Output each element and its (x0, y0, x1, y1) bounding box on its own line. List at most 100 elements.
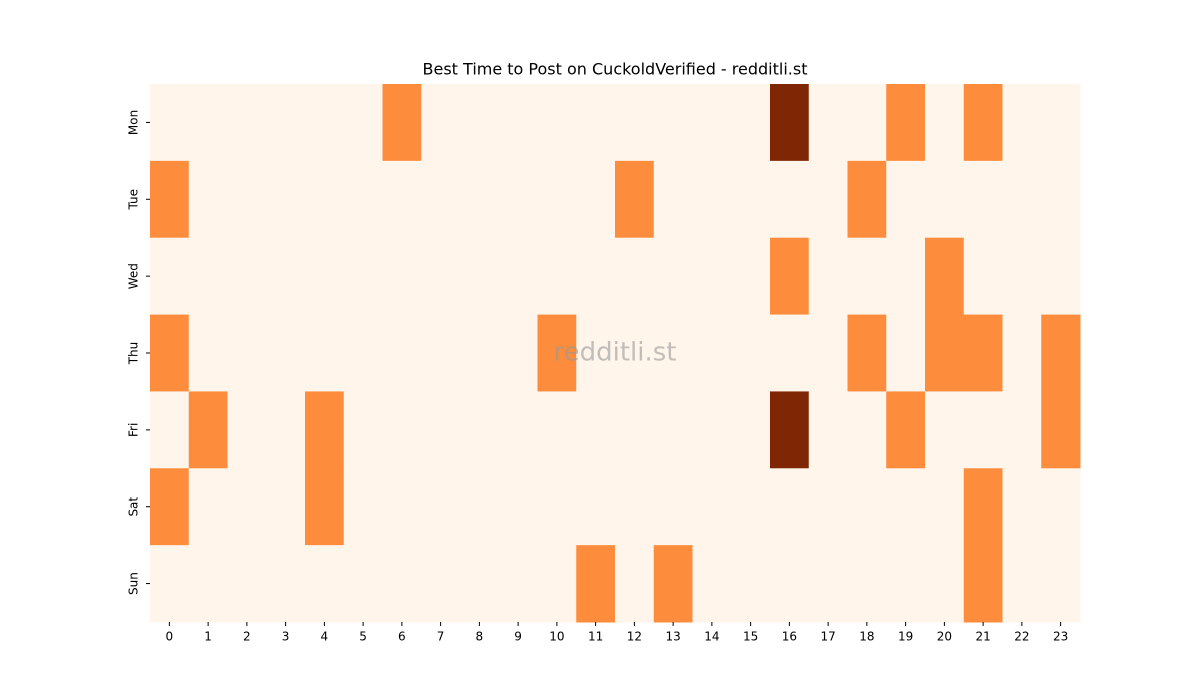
heat-cell (847, 314, 887, 392)
heat-cell (188, 545, 228, 623)
heat-cell (653, 237, 693, 316)
heat-cell (266, 237, 306, 316)
heat-cell (653, 314, 693, 392)
y-tick-label: Sun (127, 572, 141, 595)
x-tick-label: 15 (743, 630, 758, 644)
heat-cell (731, 545, 771, 623)
x-tick-label: 13 (665, 630, 680, 644)
heat-cell (925, 468, 965, 546)
heat-cell (615, 237, 655, 316)
heat-cell (1041, 391, 1081, 469)
heat-cell (1041, 314, 1081, 392)
heat-cell (1041, 84, 1081, 162)
heat-cell (653, 545, 693, 623)
heat-cell (305, 545, 345, 623)
heat-cell (653, 468, 693, 546)
heat-cell (382, 468, 422, 546)
heat-cell (537, 391, 577, 469)
heat-cell (150, 84, 190, 162)
heat-cell (188, 84, 228, 162)
heat-cell (576, 237, 616, 316)
heat-cell (653, 84, 693, 162)
heat-cell (188, 391, 228, 469)
heat-cell (305, 84, 345, 162)
heat-cell (963, 84, 1003, 162)
heat-cell (963, 391, 1003, 469)
heat-cell (963, 468, 1003, 546)
heat-cell (847, 545, 887, 623)
heat-cell (615, 391, 655, 469)
heat-cell (925, 237, 965, 316)
heat-cell (1002, 545, 1042, 623)
heat-cell (188, 160, 228, 239)
heat-cell (382, 237, 422, 316)
heat-cell (537, 545, 577, 623)
y-tick-label: Wed (127, 263, 141, 289)
heat-cell (808, 314, 848, 392)
heat-cell (188, 314, 228, 392)
heat-cell (266, 468, 306, 546)
heat-cell (886, 391, 926, 469)
heat-cell (692, 391, 732, 469)
x-tick-label: 21 (975, 630, 990, 644)
heat-cell (1002, 468, 1042, 546)
heat-cell (537, 84, 577, 162)
heat-cell (266, 84, 306, 162)
x-tick-label: 18 (859, 630, 874, 644)
heat-cell (925, 391, 965, 469)
heat-cell (963, 314, 1003, 392)
heat-cell (886, 160, 926, 239)
heat-cell (382, 160, 422, 239)
x-tick-label: 11 (588, 630, 603, 644)
heat-cell (460, 314, 500, 392)
heat-cell (460, 468, 500, 546)
heat-cell (382, 84, 422, 162)
heat-cell (421, 545, 461, 623)
heat-cell (1041, 468, 1081, 546)
heat-cell (1041, 160, 1081, 239)
heat-cell (305, 314, 345, 392)
heat-cell (227, 545, 267, 623)
heat-cell (150, 160, 190, 239)
heat-cell (421, 237, 461, 316)
x-tick-label: 0 (166, 630, 174, 644)
heat-cell (808, 84, 848, 162)
x-tick-label: 4 (321, 630, 329, 644)
heat-cell (692, 468, 732, 546)
heat-cell (498, 160, 538, 239)
heat-cell (305, 160, 345, 239)
x-tick-label: 10 (549, 630, 564, 644)
heat-cell (537, 468, 577, 546)
heat-cell (227, 84, 267, 162)
heat-cell (576, 545, 616, 623)
heat-cell (421, 84, 461, 162)
watermark: redditli.st (554, 338, 677, 368)
heat-cell (847, 237, 887, 316)
heat-cell (421, 314, 461, 392)
heat-cell (615, 468, 655, 546)
heat-cell (227, 391, 267, 469)
heat-cell (305, 391, 345, 469)
heat-cell (343, 468, 383, 546)
heat-cell (150, 468, 190, 546)
heat-cell (731, 84, 771, 162)
heat-cell (925, 314, 965, 392)
x-tick-label: 20 (937, 630, 952, 644)
x-tick-label: 5 (359, 630, 367, 644)
heat-cell (886, 84, 926, 162)
heat-cell (382, 391, 422, 469)
heat-cell (615, 314, 655, 392)
heat-cell (886, 545, 926, 623)
heat-cell (1041, 545, 1081, 623)
heat-cell (1002, 314, 1042, 392)
heat-cell (460, 160, 500, 239)
chart-title: Best Time to Post on CuckoldVerified - r… (423, 60, 808, 79)
heat-cell (847, 468, 887, 546)
heat-cell (963, 160, 1003, 239)
heat-cell (731, 237, 771, 316)
heat-cell (343, 84, 383, 162)
heat-cell (498, 468, 538, 546)
heat-cell (692, 314, 732, 392)
heat-cell (227, 237, 267, 316)
heat-cell (1041, 237, 1081, 316)
